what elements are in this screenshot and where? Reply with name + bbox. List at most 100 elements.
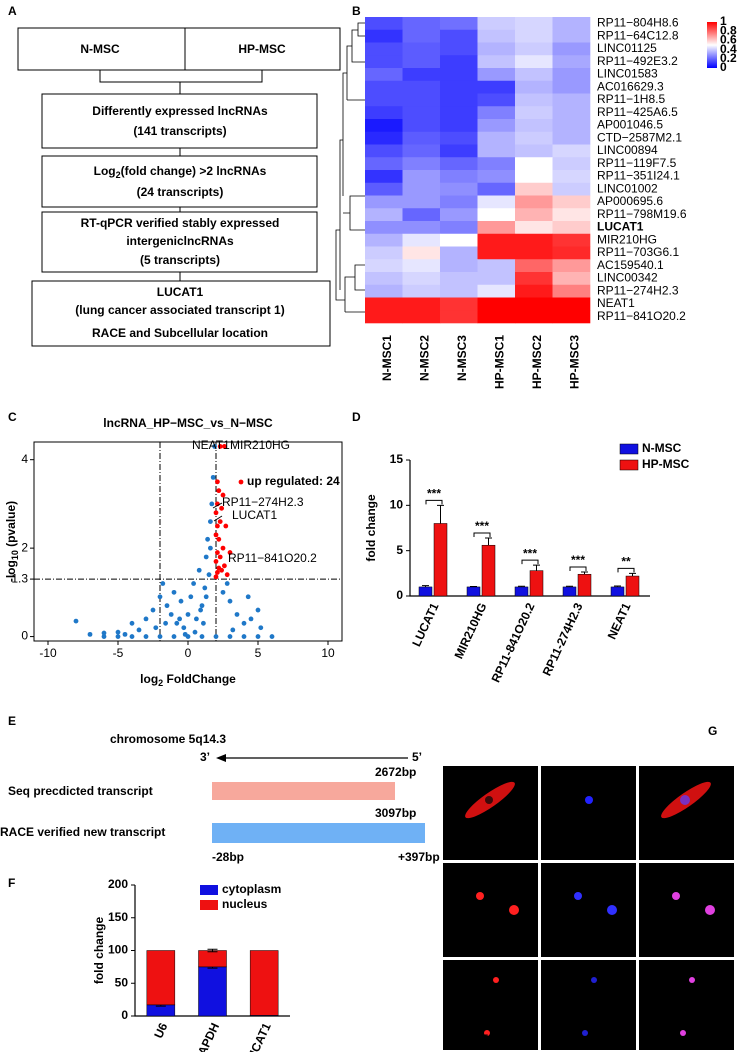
legend-label: N-MSC xyxy=(642,441,682,455)
y-axis-title: fold change xyxy=(92,917,106,985)
y-tick-label: 50 xyxy=(115,975,129,989)
heatmap-cell xyxy=(552,144,591,158)
heatmap-cell xyxy=(515,157,553,171)
image-label: Merge xyxy=(644,1032,680,1046)
point xyxy=(199,603,205,609)
heatmap-cell xyxy=(365,182,403,196)
heatmap-cell xyxy=(477,195,516,209)
colorbar-tick-label: 1 xyxy=(720,14,727,28)
heatmap-cell xyxy=(402,310,441,324)
point xyxy=(196,567,202,573)
y-tick-label: 5 xyxy=(396,543,403,557)
point xyxy=(206,572,212,578)
x-tick-label: -5 xyxy=(113,646,124,660)
annotation: MIR210HG xyxy=(230,438,290,452)
heatmap-cell xyxy=(477,272,516,286)
point xyxy=(227,598,233,604)
error-bar xyxy=(422,585,429,587)
point xyxy=(216,488,222,494)
point xyxy=(241,620,247,626)
heatmap-cell xyxy=(477,246,516,260)
y-tick-label: 2 xyxy=(21,540,28,554)
heatmap-cell xyxy=(477,259,516,273)
point xyxy=(129,634,135,639)
point xyxy=(227,634,233,639)
point xyxy=(194,616,199,622)
point xyxy=(213,510,219,516)
panel-label: A xyxy=(8,4,17,18)
heatmap-cell xyxy=(477,182,516,196)
point xyxy=(213,574,219,580)
row-label: LINC00342 xyxy=(597,271,658,285)
image-label: 18S xyxy=(448,842,469,856)
point xyxy=(185,634,191,639)
point xyxy=(153,625,159,631)
point xyxy=(177,616,183,622)
significance-bracket xyxy=(425,499,443,505)
flow-box-text: N-MSC xyxy=(80,42,120,56)
significance-bracket xyxy=(521,559,539,565)
point xyxy=(213,634,219,639)
heatmap-cell xyxy=(365,170,403,184)
point xyxy=(178,598,184,604)
heatmap-cell xyxy=(515,272,553,286)
point xyxy=(188,594,194,600)
significance-label: *** xyxy=(475,519,489,533)
flowchart-boxes xyxy=(17,27,341,347)
image-label: DAPI xyxy=(546,842,575,856)
plot-frame xyxy=(33,441,343,642)
bar-segment xyxy=(198,966,227,1017)
point xyxy=(87,631,93,637)
bar-segment xyxy=(198,950,227,968)
heatmap-cell xyxy=(365,68,403,82)
point xyxy=(220,545,226,551)
row-label: RP11−274H2.3 xyxy=(597,283,679,297)
point xyxy=(230,627,236,633)
column-label: HP-MSC1 xyxy=(492,335,506,389)
heatmap-cell xyxy=(552,310,591,324)
heatmap-cell xyxy=(477,17,516,31)
bar-segment xyxy=(249,950,279,1016)
heatmap-cell xyxy=(365,80,403,94)
significance-label: *** xyxy=(571,553,585,567)
error-bar xyxy=(518,585,525,587)
heatmap-cell xyxy=(440,208,478,222)
row-label: AC159540.1 xyxy=(597,258,664,272)
heatmap-cell xyxy=(440,106,478,120)
y-tick-label: 200 xyxy=(108,877,128,891)
y-tick-label: 15 xyxy=(390,452,404,466)
image-label: Merge xyxy=(644,939,680,953)
heatmap-cell xyxy=(440,221,478,235)
heatmap-cell xyxy=(515,195,553,209)
transcript-diagram xyxy=(212,754,425,843)
row-label: RP11−798M19.6 xyxy=(597,207,687,221)
column-label: N-MSC3 xyxy=(455,335,469,381)
point xyxy=(181,625,187,631)
heatmap-cell xyxy=(365,310,403,324)
heatmap-cell xyxy=(552,233,591,247)
heatmap-cell xyxy=(402,29,441,43)
x-tick-label: 0 xyxy=(185,646,192,660)
flow-box-text: intergeniclncRNAs xyxy=(126,234,234,248)
point xyxy=(223,523,229,529)
heatmap-cell xyxy=(440,131,478,145)
flow-box-text: RACE and Subcellular location xyxy=(92,326,268,340)
point xyxy=(171,634,177,639)
point xyxy=(208,519,213,524)
x-tick-label: 5 xyxy=(255,646,262,660)
y-tick-label: 0 xyxy=(396,588,403,602)
significance-label: *** xyxy=(523,546,537,560)
point xyxy=(255,634,261,639)
point xyxy=(171,589,177,595)
colorbar-tick-label: 0.4 xyxy=(720,42,737,56)
heatmap-cell xyxy=(440,233,478,247)
flow-box-text: (5 transcripts) xyxy=(140,253,220,267)
y-axis-title-part: (pvalue) xyxy=(4,501,18,550)
significance-label: ** xyxy=(621,555,631,569)
flow-box-text-part: (fold change) >2 lncRNAs xyxy=(121,164,267,178)
chart-title: lncRNA_HP−MSC_vs_N−MSC xyxy=(103,416,273,430)
colorbar xyxy=(707,22,717,68)
point xyxy=(201,620,206,626)
point xyxy=(217,554,223,560)
